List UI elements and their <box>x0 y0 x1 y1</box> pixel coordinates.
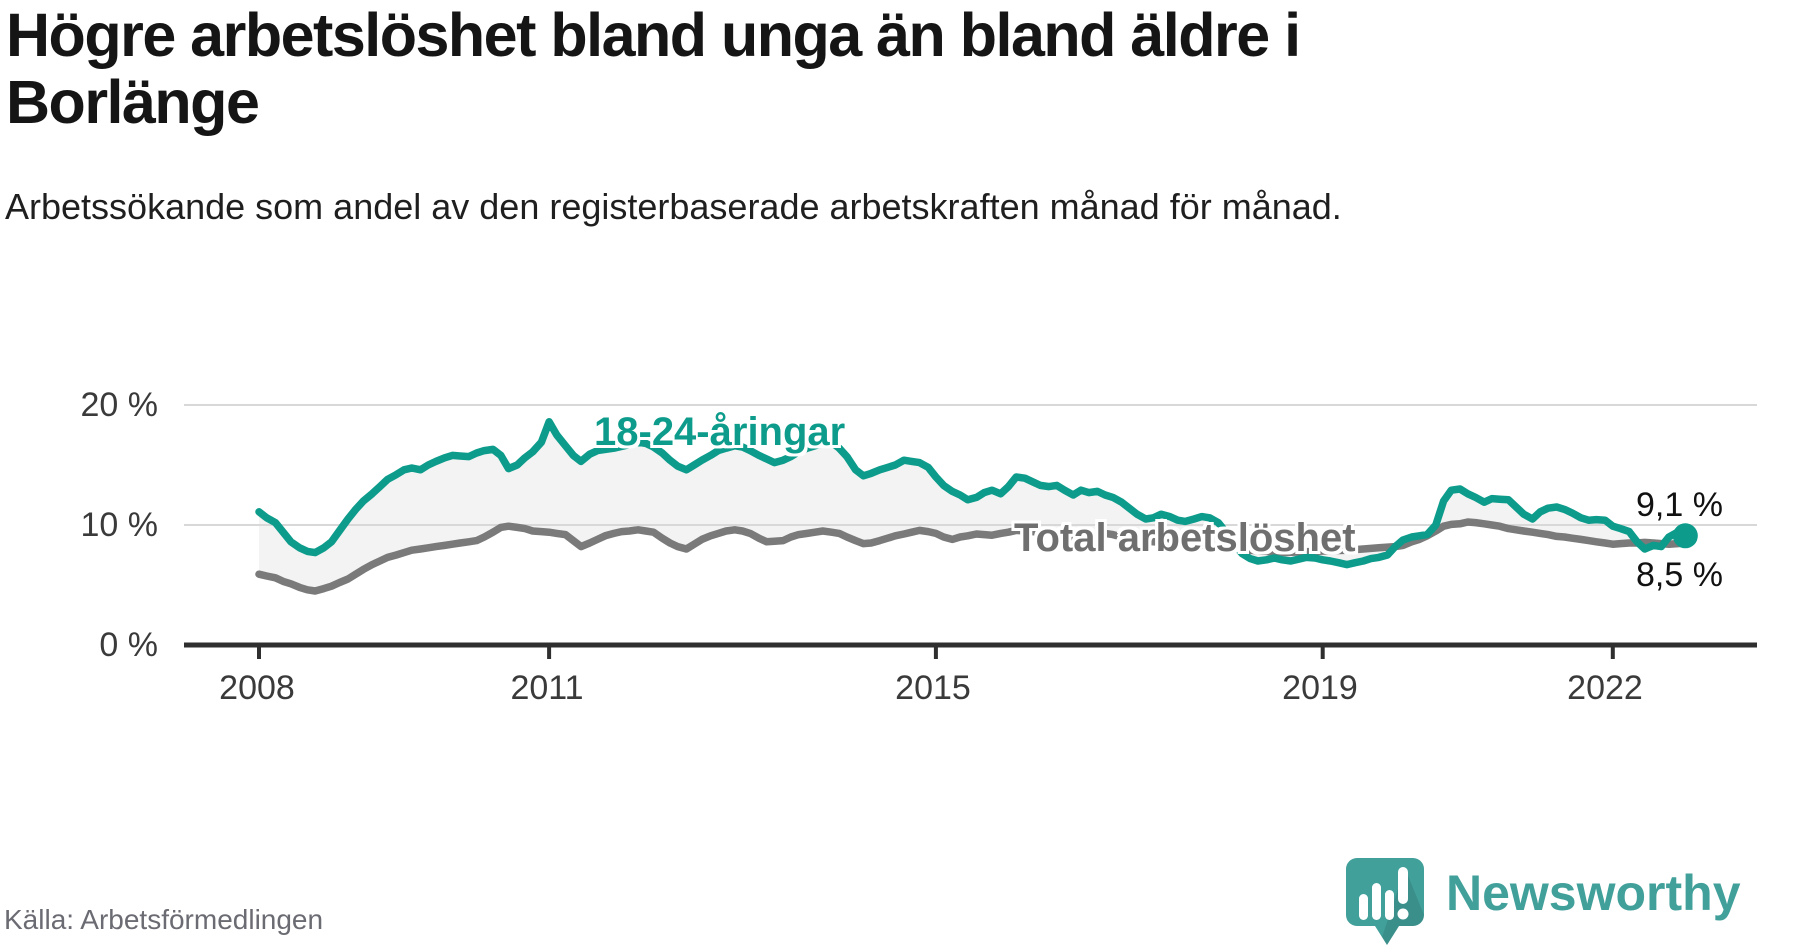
latest-value-dot <box>1672 523 1698 549</box>
page-title: Högre arbetslöshet bland unga än bland ä… <box>6 2 1786 136</box>
title-line-1: Högre arbetslöshet bland unga än bland ä… <box>6 1 1301 69</box>
logo-exclamation-dot <box>1397 908 1409 920</box>
title-line-2: Borlänge <box>6 68 260 136</box>
total-series-line <box>255 518 1690 595</box>
logo-bar-2 <box>1372 883 1381 920</box>
young-series-line <box>255 418 1690 569</box>
y-tick-label-20: 20 % <box>80 386 159 424</box>
x-tick-label-2022: 2022 <box>1567 669 1643 707</box>
end-value-label-total: 8,5 % <box>1636 556 1723 594</box>
end-value-label-young: 9,1 % <box>1636 486 1723 524</box>
series-label-total: Total arbetslöshet <box>1014 516 1356 560</box>
logo-bar-3 <box>1385 890 1394 920</box>
series-label-young: 18-24-åringar <box>594 410 846 454</box>
logo-bar-1 <box>1359 894 1368 920</box>
logo-exclamation-bar <box>1398 867 1408 904</box>
y-tick-label-0: 0 % <box>99 626 158 664</box>
y-tick-label-10: 10 % <box>80 506 159 544</box>
newsworthy-logo-text: Newsworthy <box>1446 865 1741 921</box>
x-tick-label-2008: 2008 <box>219 669 295 707</box>
newsworthy-logo-icon <box>1346 858 1424 945</box>
between-series-fill <box>259 421 1686 591</box>
source-note: Källa: Arbetsförmedlingen <box>4 904 324 935</box>
x-tick-label-2019: 2019 <box>1282 669 1358 707</box>
chart-subtitle: Arbetssökande som andel av den registerb… <box>5 186 1342 227</box>
x-tick-label-2011: 2011 <box>510 669 584 707</box>
x-tick-label-2015: 2015 <box>895 669 971 707</box>
